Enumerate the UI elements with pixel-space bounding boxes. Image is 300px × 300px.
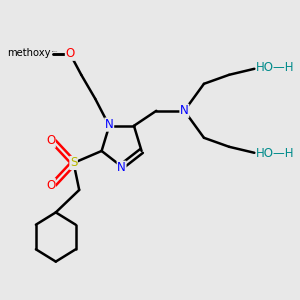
Text: N: N	[105, 118, 114, 131]
Text: methoxy: methoxy	[7, 48, 50, 58]
Text: N: N	[180, 104, 189, 117]
Text: O: O	[46, 134, 55, 147]
Text: O: O	[65, 47, 75, 60]
Text: N: N	[117, 161, 126, 174]
Text: HO—H: HO—H	[256, 61, 294, 74]
Text: S: S	[70, 157, 77, 169]
Text: O: O	[46, 179, 55, 192]
Text: HO—H: HO—H	[256, 147, 294, 160]
Text: methoxy: methoxy	[52, 51, 58, 52]
